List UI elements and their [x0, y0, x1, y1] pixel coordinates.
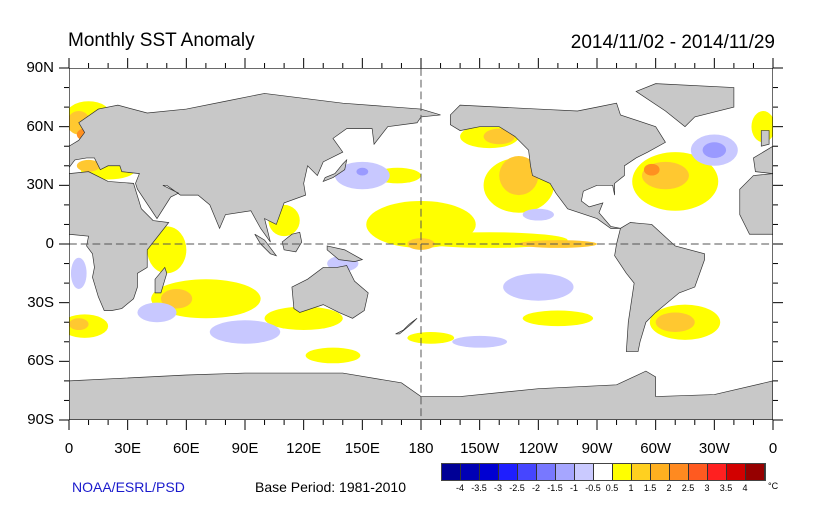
colorbar-label: 3.5: [719, 483, 733, 493]
x-tick-label: 150W: [460, 440, 500, 457]
x-tick-label: 180: [408, 440, 434, 457]
colorbar-swatch: [518, 464, 537, 480]
colorbar-label: 4: [742, 483, 748, 493]
land-layer: [69, 83, 773, 420]
colorbar-swatch: [727, 464, 746, 480]
colorbar-swatch: [442, 464, 461, 480]
colorbar-label: -3.5: [471, 483, 487, 493]
sst-anomaly-map: [69, 68, 773, 420]
x-tick-label: 90E: [231, 440, 259, 457]
anomaly-layer: [69, 101, 773, 364]
colorbar-label: 1.5: [643, 483, 657, 493]
colorbar-swatch: [556, 464, 575, 480]
x-tick-label: 30E: [114, 440, 141, 457]
x-tick-label: 150E: [344, 440, 380, 457]
y-tick-label: 90S: [27, 411, 54, 428]
colorbar-swatch: [480, 464, 499, 480]
colorbar-label: -2: [531, 483, 540, 493]
colorbar-swatch: [689, 464, 708, 480]
sumatra: [254, 233, 278, 257]
colorbar-swatch: [651, 464, 670, 480]
y-tick-label: 60S: [27, 352, 54, 370]
australia: [291, 265, 369, 319]
colorbar-label: 2.5: [681, 483, 695, 493]
americas: [449, 102, 705, 352]
x-tick-label: 0: [768, 440, 778, 457]
colorbar-swatch: [499, 464, 518, 480]
x-tick-label: 60E: [172, 440, 200, 457]
colorbar-label: 3: [704, 483, 710, 493]
colorbar-swatch: [594, 464, 613, 480]
colorbar: [441, 463, 766, 481]
uk: [760, 130, 770, 147]
colorbar-label: -1: [569, 483, 578, 493]
colorbar-label: -2.5: [509, 483, 525, 493]
new-zealand: [395, 318, 418, 335]
y-tick-label: 0: [45, 235, 54, 252]
colorbar-swatch: [670, 464, 689, 480]
x-tick-label: 120E: [286, 440, 322, 457]
colorbar-swatch: [632, 464, 651, 480]
colorbar-label: -4: [455, 483, 464, 493]
new-guinea: [326, 245, 364, 262]
madagascar: [154, 266, 168, 294]
x-tick-label: 0: [64, 440, 74, 457]
colorbar-swatch: [461, 464, 480, 480]
y-tick-label: 60N: [26, 117, 54, 135]
x-tick-label: 30W: [698, 440, 730, 457]
colorbar-swatch: [708, 464, 727, 480]
west-africa: [739, 173, 773, 235]
colorbar-label: -1.5: [547, 483, 563, 493]
eurasia: [69, 93, 441, 243]
x-tick-label: 120W: [518, 440, 558, 457]
credit-label: NOAA/ESRL/PSD: [72, 479, 185, 495]
x-tick-label: 60W: [640, 440, 672, 457]
base-period-label: Base Period: 1981-2010: [255, 479, 406, 495]
colorbar-label: 1: [628, 483, 634, 493]
cool-anomaly-moderate: [356, 142, 727, 176]
colorbar-label: -0.5: [585, 483, 601, 493]
colorbar-label: 2: [666, 483, 672, 493]
y-tick-label: 30S: [27, 293, 54, 311]
colorbar-unit: °C: [768, 481, 779, 491]
colorbar-label: -3: [493, 483, 502, 493]
borneo: [281, 231, 303, 253]
x-tick-label: 90W: [581, 440, 613, 457]
africa: [69, 171, 170, 311]
colorbar-swatch: [613, 464, 632, 480]
colorbar-label: 0.5: [605, 483, 619, 493]
date-range: 2014/11/02 - 2014/11/29: [570, 32, 775, 53]
map-title: Monthly SST Anomaly: [68, 30, 255, 51]
europe-west: [753, 145, 773, 174]
greenland: [635, 83, 735, 128]
antarctica: [69, 370, 773, 420]
y-tick-label: 30N: [26, 176, 54, 194]
colorbar-swatch: [746, 464, 765, 480]
japan: [322, 158, 348, 183]
y-tick-label: 90N: [26, 59, 54, 76]
colorbar-swatch: [575, 464, 594, 480]
colorbar-swatch: [537, 464, 556, 480]
